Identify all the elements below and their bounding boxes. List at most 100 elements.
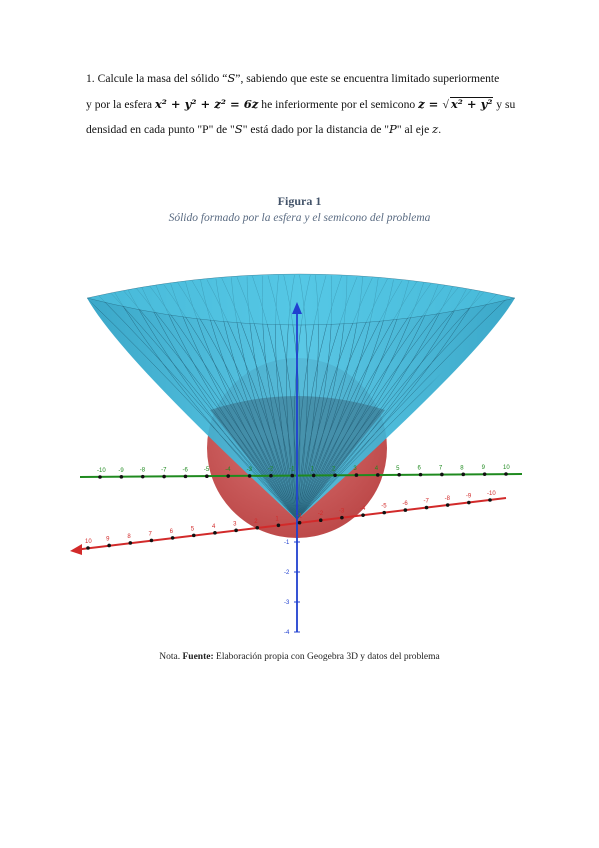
text-run: " está dado por la distancia de ": [242, 123, 390, 136]
note-source-label: Fuente:: [182, 652, 214, 662]
x-axis-tick-dot: [488, 498, 492, 502]
y-axis-tick-label: 3: [353, 466, 357, 472]
y-axis-tick-dot: [98, 475, 102, 479]
text-run: " al eje: [396, 123, 433, 136]
x-axis-tick-label: -10: [487, 491, 496, 497]
x-axis-tick-dot: [424, 505, 429, 510]
x-axis-tick-label: 4: [212, 524, 216, 530]
note-prefix: Nota.: [159, 652, 183, 662]
y-axis-tick-label: -10: [97, 468, 106, 474]
z-axis-ticks: -1 -2 -3 -4: [284, 540, 300, 636]
z-axis-tick-label: -3: [284, 600, 290, 606]
text-run: 1. Calcule la masa del sólido “: [86, 72, 228, 85]
y-axis-tick-dot: [140, 474, 145, 479]
cone-equation-radicand: x² + y²: [449, 96, 494, 111]
z-axis-arrow: [292, 302, 302, 314]
x-axis-tick-dot: [318, 518, 323, 523]
y-axis-tick-dot: [482, 472, 487, 476]
y-axis-tick-dot: [333, 473, 337, 478]
y-axis-tick-label: -9: [118, 468, 124, 474]
y-axis-tick-label: -6: [182, 467, 188, 473]
y-axis-tick-label: 9: [482, 465, 486, 471]
x-axis-tick-dot: [276, 523, 281, 528]
y-axis-tick-dot: [226, 474, 231, 478]
x-axis-tick-dot: [107, 543, 111, 548]
y-axis-tick-label: 10: [503, 465, 510, 471]
math-var-P: P: [389, 122, 397, 136]
mesh-line: [296, 275, 515, 520]
x-axis-tick-dot: [86, 546, 90, 550]
y-axis-tick-label: 4: [375, 466, 379, 472]
x-axis-tick-label: 6: [170, 529, 174, 535]
y-axis-tick-dot: [162, 474, 166, 479]
x-axis-tick-label: -2: [318, 511, 324, 517]
x-axis-tick-label: 7: [148, 531, 152, 537]
y-axis-tick-dot: [504, 472, 508, 476]
note-text: Elaboración propia con Geogebra 3D y dat…: [213, 652, 440, 662]
x-axis-tick-label: 2: [254, 519, 258, 525]
y-axis-tick-dot: [269, 473, 273, 478]
problem-line-2: y por la esfera x² + y² + z² = 6z he inf…: [86, 96, 516, 111]
x-axis-tick-dot: [234, 528, 238, 533]
x-axis-tick-label: 3: [233, 521, 237, 527]
problem-statement: 1. Calcule la masa del sólido “S”, sabie…: [86, 66, 526, 143]
y-axis-tick-label: -4: [225, 467, 231, 473]
x-axis-tick-dot: [170, 536, 175, 540]
text-run: ”, sabiendo que este se encuentra limita…: [235, 72, 500, 85]
y-axis-tick-dot: [205, 474, 209, 479]
problem-line-1: 1. Calcule la masa del sólido “S”, sabie…: [86, 66, 526, 92]
sphere-equation: x² + y² + z² = 6z: [154, 96, 259, 111]
y-axis-tick-dot: [290, 473, 295, 478]
x-axis-tick-dot: [128, 541, 133, 545]
y-axis-tick-dot: [418, 472, 423, 477]
x-axis-tick-label: 9: [106, 536, 110, 542]
x-axis-tick-dot: [297, 520, 302, 525]
problem-line-3: densidad en cada punto "P" de "S" está d…: [86, 117, 526, 143]
y-axis-tick-dot: [183, 474, 188, 479]
figure-note: Nota. Fuente: Elaboración propia con Geo…: [0, 652, 599, 662]
x-axis-tick-label: -1: [297, 514, 303, 520]
y-axis-ticks: -10 -9 -8 -7 -6 -5 -4 -3 -2 -1 1 2 3 4 5 6 7 8 9 10: [97, 465, 510, 479]
y-axis-tick-label: -2: [268, 467, 274, 473]
y-axis-tick-dot: [375, 473, 380, 477]
x-axis-tick-dot: [191, 533, 196, 538]
y-axis-tick-dot: [461, 472, 466, 477]
y-axis-tick-label: 8: [460, 465, 464, 471]
y-axis-tick-dot: [440, 472, 444, 477]
x-axis-ticks: 10 9 8 7 6 5 4 3 2 1 -1 -2 -3 -4 -5 -6 -7 -8 -9 -10: [85, 491, 496, 550]
x-axis-tick-label: -4: [360, 506, 366, 512]
figure-caption: Sólido formado por la esfera y el semico…: [168, 212, 431, 224]
x-axis-tick-label: -6: [402, 501, 408, 507]
y-axis-tick-label: -5: [204, 467, 210, 473]
x-axis-tick-dot: [467, 500, 471, 505]
y-axis-tick-dot: [311, 473, 316, 478]
y-axis-tick-label: -1: [289, 467, 295, 473]
y-axis-tick-label: 1: [311, 466, 315, 472]
x-axis-tick-label: -5: [381, 504, 387, 510]
y-axis-tick-label: 5: [396, 466, 400, 472]
z-axis-tick-label: -1: [284, 540, 290, 546]
x-axis-tick-dot: [403, 508, 408, 512]
x-axis-tick-label: -9: [466, 494, 472, 500]
figure-label: Figura 1: [277, 194, 322, 208]
y-axis-tick-dot: [119, 475, 124, 479]
cone-equation-lhs: z =: [418, 96, 443, 111]
math-var-z: z: [432, 122, 439, 136]
x-axis-tick-label: 10: [85, 539, 92, 545]
x-axis-tick-label: -3: [339, 509, 345, 515]
z-axis-tick-label: -2: [284, 570, 290, 576]
x-axis-line: [73, 497, 507, 551]
x-axis-tick-label: -8: [445, 496, 451, 502]
text-run: y su: [493, 97, 516, 111]
x-axis-tick-label: 8: [127, 534, 131, 540]
y-axis-tick-dot: [397, 472, 401, 477]
x-axis-tick-dot: [445, 503, 450, 507]
x-axis-tick-dot: [340, 515, 344, 520]
y-axis-tick-label: 2: [332, 466, 336, 472]
z-axis-tick-label: -4: [284, 630, 290, 636]
x-axis-tick-dot: [149, 538, 154, 543]
y-axis-tick-label: 7: [439, 465, 443, 471]
y-axis-tick-label: 6: [418, 466, 422, 472]
x-axis-tick-label: -7: [424, 499, 430, 505]
